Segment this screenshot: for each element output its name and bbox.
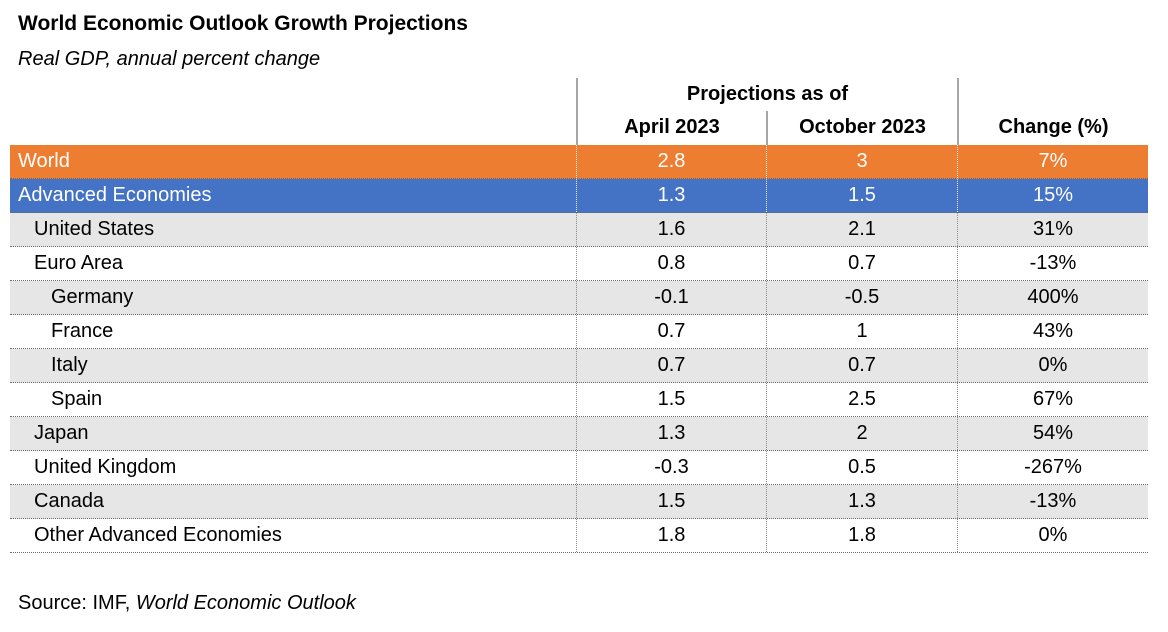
table-row-canada: Canada 1.5 1.3 -13% (10, 485, 1148, 519)
table-row-other-advanced-economies: Other Advanced Economies 1.8 1.8 0% (10, 519, 1148, 553)
row-label: France (51, 320, 114, 342)
table-row-advanced-economies: Advanced Economies 1.3 1.5 15% (10, 179, 1148, 213)
growth-projections-table: Projections as of April 2023 October 202… (10, 78, 1148, 553)
cell-october-2023: 1.8 (766, 519, 957, 552)
cell-change-pct: -13% (957, 247, 1148, 280)
table-row-world: World 2.8 3 7% (10, 145, 1148, 179)
table-header-group-row: Projections as of (10, 78, 1148, 111)
row-label: United States (34, 218, 155, 240)
cell-october-2023: 3 (766, 145, 957, 178)
cell-change-pct: 43% (957, 315, 1148, 348)
row-label: Advanced Economies (18, 184, 212, 206)
row-label: Euro Area (34, 252, 123, 274)
cell-april-2023: 1.8 (576, 519, 766, 552)
cell-april-2023: 1.6 (576, 213, 766, 246)
cell-april-2023: 1.5 (576, 383, 766, 416)
cell-change-pct: 54% (957, 417, 1148, 450)
cell-april-2023: 1.3 (576, 417, 766, 450)
cell-october-2023: 1 (766, 315, 957, 348)
cell-october-2023: -0.5 (766, 281, 957, 314)
table-body: World 2.8 3 7% Advanced Economies 1.3 1.… (10, 145, 1148, 553)
cell-april-2023: 1.5 (576, 485, 766, 518)
cell-change-pct: 31% (957, 213, 1148, 246)
header-row-label-spacer (10, 111, 576, 145)
row-label: Canada (34, 490, 105, 512)
table-header-columns-row: April 2023 October 2023 Change (%) (10, 111, 1148, 145)
table-row-spain: Spain 1.5 2.5 67% (10, 383, 1148, 417)
column-header-april-2023: April 2023 (576, 111, 766, 145)
table-row-france: France 0.7 1 43% (10, 315, 1148, 349)
cell-change-pct: 15% (957, 179, 1148, 212)
source-prefix: Source: IMF, (18, 592, 136, 614)
row-label: United Kingdom (34, 456, 177, 478)
column-header-change-pct: Change (%) (957, 111, 1148, 145)
cell-april-2023: -0.1 (576, 281, 766, 314)
header-projections-as-of: Projections as of (576, 78, 957, 111)
source-note: Source: IMF, World Economic Outlook (18, 592, 356, 615)
row-label: Italy (51, 354, 88, 376)
source-publication: World Economic Outlook (135, 592, 356, 614)
row-label: Germany (51, 286, 134, 308)
cell-change-pct: 7% (957, 145, 1148, 178)
header-change-spacer (957, 78, 1148, 111)
row-label: Spain (51, 388, 103, 410)
row-label: World (18, 150, 70, 172)
table-row-united-states: United States 1.6 2.1 31% (10, 213, 1148, 247)
cell-october-2023: 2 (766, 417, 957, 450)
page-subtitle: Real GDP, annual percent change (18, 48, 321, 70)
cell-october-2023: 0.5 (766, 451, 957, 484)
cell-october-2023: 2.5 (766, 383, 957, 416)
table-row-italy: Italy 0.7 0.7 0% (10, 349, 1148, 383)
table-row-germany: Germany -0.1 -0.5 400% (10, 281, 1148, 315)
header-spacer (10, 78, 576, 111)
cell-october-2023: 1.5 (766, 179, 957, 212)
cell-april-2023: 2.8 (576, 145, 766, 178)
table-row-japan: Japan 1.3 2 54% (10, 417, 1148, 451)
row-label: Other Advanced Economies (34, 524, 282, 546)
cell-april-2023: 0.7 (576, 349, 766, 382)
table-row-euro-area: Euro Area 0.8 0.7 -13% (10, 247, 1148, 281)
row-label: Japan (34, 422, 89, 444)
cell-april-2023: 0.8 (576, 247, 766, 280)
cell-change-pct: 67% (957, 383, 1148, 416)
cell-april-2023: -0.3 (576, 451, 766, 484)
cell-change-pct: 0% (957, 519, 1148, 552)
cell-change-pct: -13% (957, 485, 1148, 518)
cell-october-2023: 0.7 (766, 247, 957, 280)
page-title: World Economic Outlook Growth Projection… (18, 12, 468, 35)
cell-october-2023: 1.3 (766, 485, 957, 518)
cell-change-pct: 0% (957, 349, 1148, 382)
cell-april-2023: 0.7 (576, 315, 766, 348)
cell-change-pct: 400% (957, 281, 1148, 314)
cell-october-2023: 0.7 (766, 349, 957, 382)
column-header-october-2023: October 2023 (766, 111, 957, 145)
cell-april-2023: 1.3 (576, 179, 766, 212)
table-row-united-kingdom: United Kingdom -0.3 0.5 -267% (10, 451, 1148, 485)
cell-october-2023: 2.1 (766, 213, 957, 246)
cell-change-pct: -267% (957, 451, 1148, 484)
